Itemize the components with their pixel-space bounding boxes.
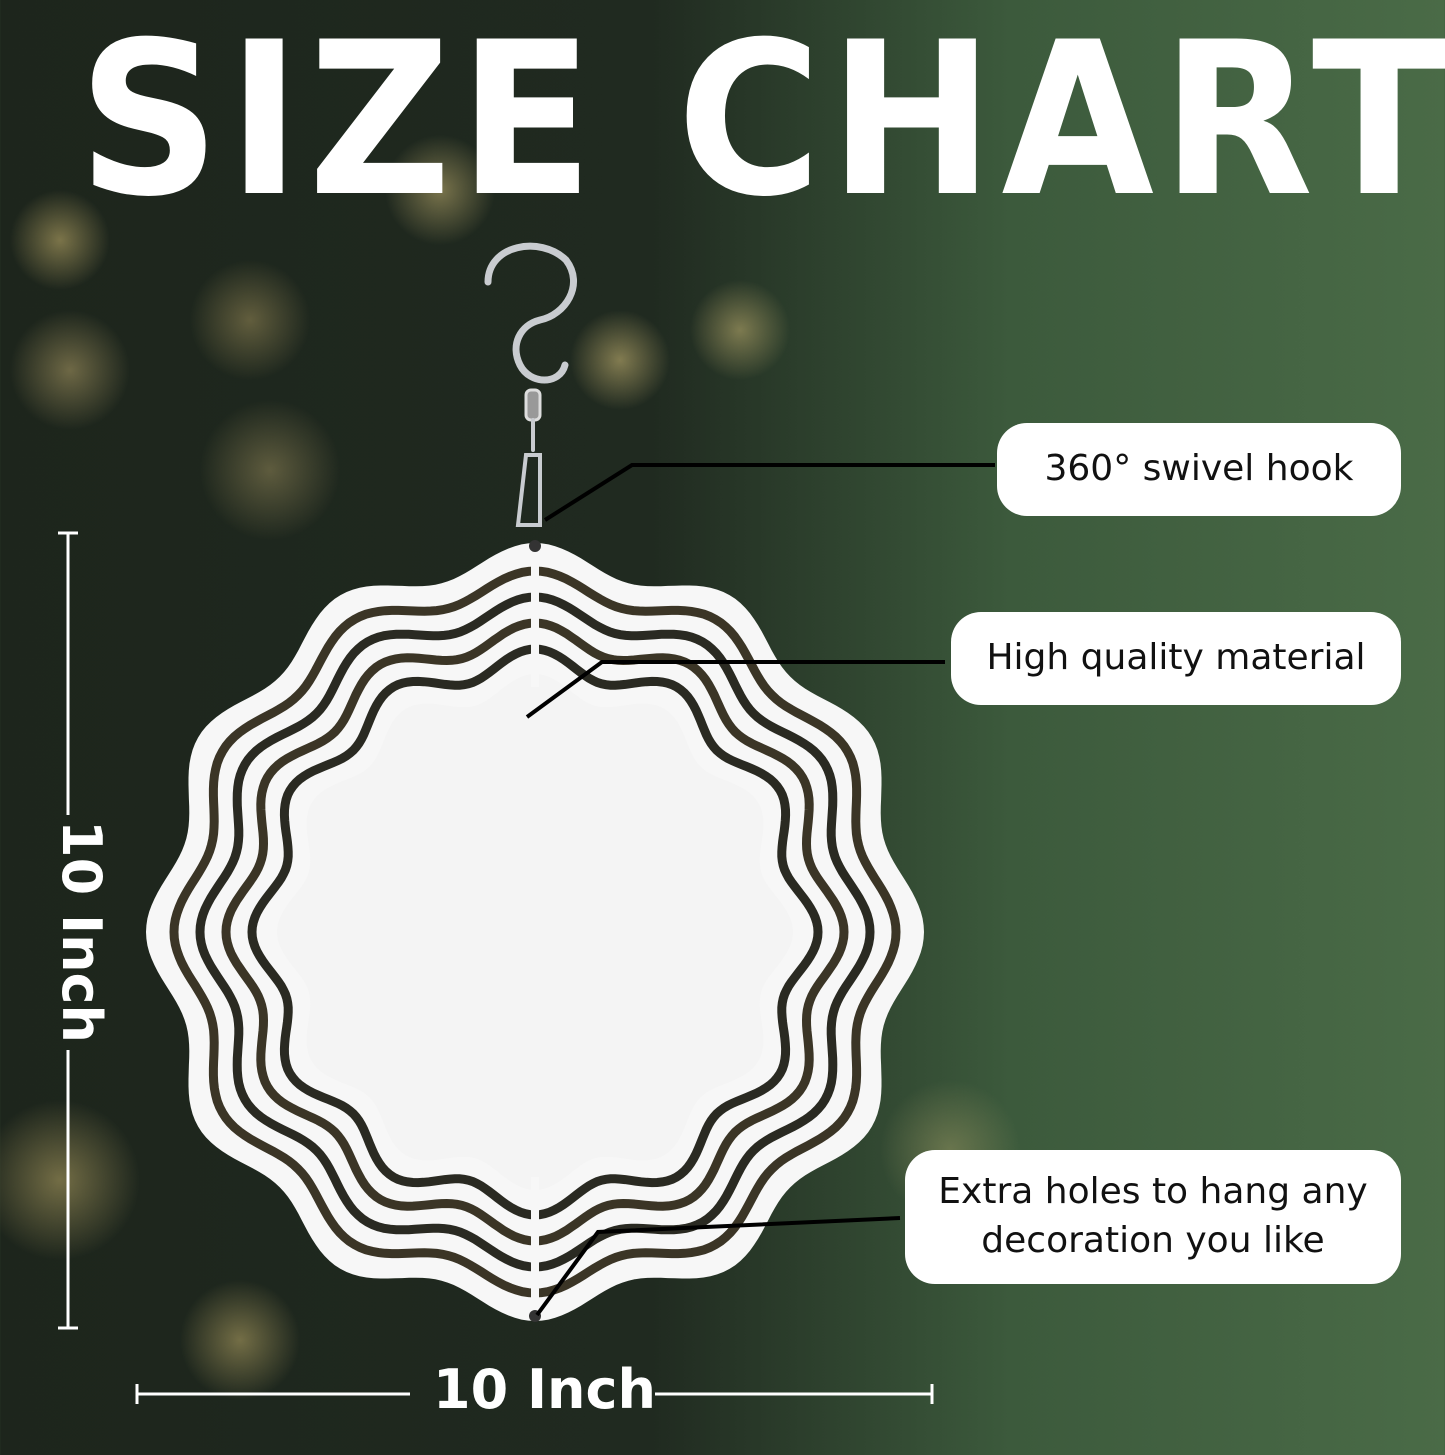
page-title: SIZE CHART	[78, 0, 1445, 243]
hanging-hole	[529, 540, 541, 552]
spinner-center-disc	[277, 674, 793, 1190]
spinner-spine	[531, 1177, 539, 1317]
callout-material: High quality material	[951, 612, 1401, 705]
dimension-lines	[58, 531, 934, 1404]
callout-swivel-hook: 360° swivel hook	[997, 423, 1401, 516]
hook-icon	[484, 242, 577, 527]
width-dimension-label: 10 Inch	[433, 1358, 656, 1421]
spinner-spine	[531, 547, 539, 687]
callout-leader-lines	[525, 463, 995, 1317]
height-dimension-label: 10 Inch	[49, 820, 113, 1043]
callout-extra-holes: Extra holes to hang any decoration you l…	[905, 1150, 1401, 1284]
wind-spinner	[146, 540, 924, 1322]
